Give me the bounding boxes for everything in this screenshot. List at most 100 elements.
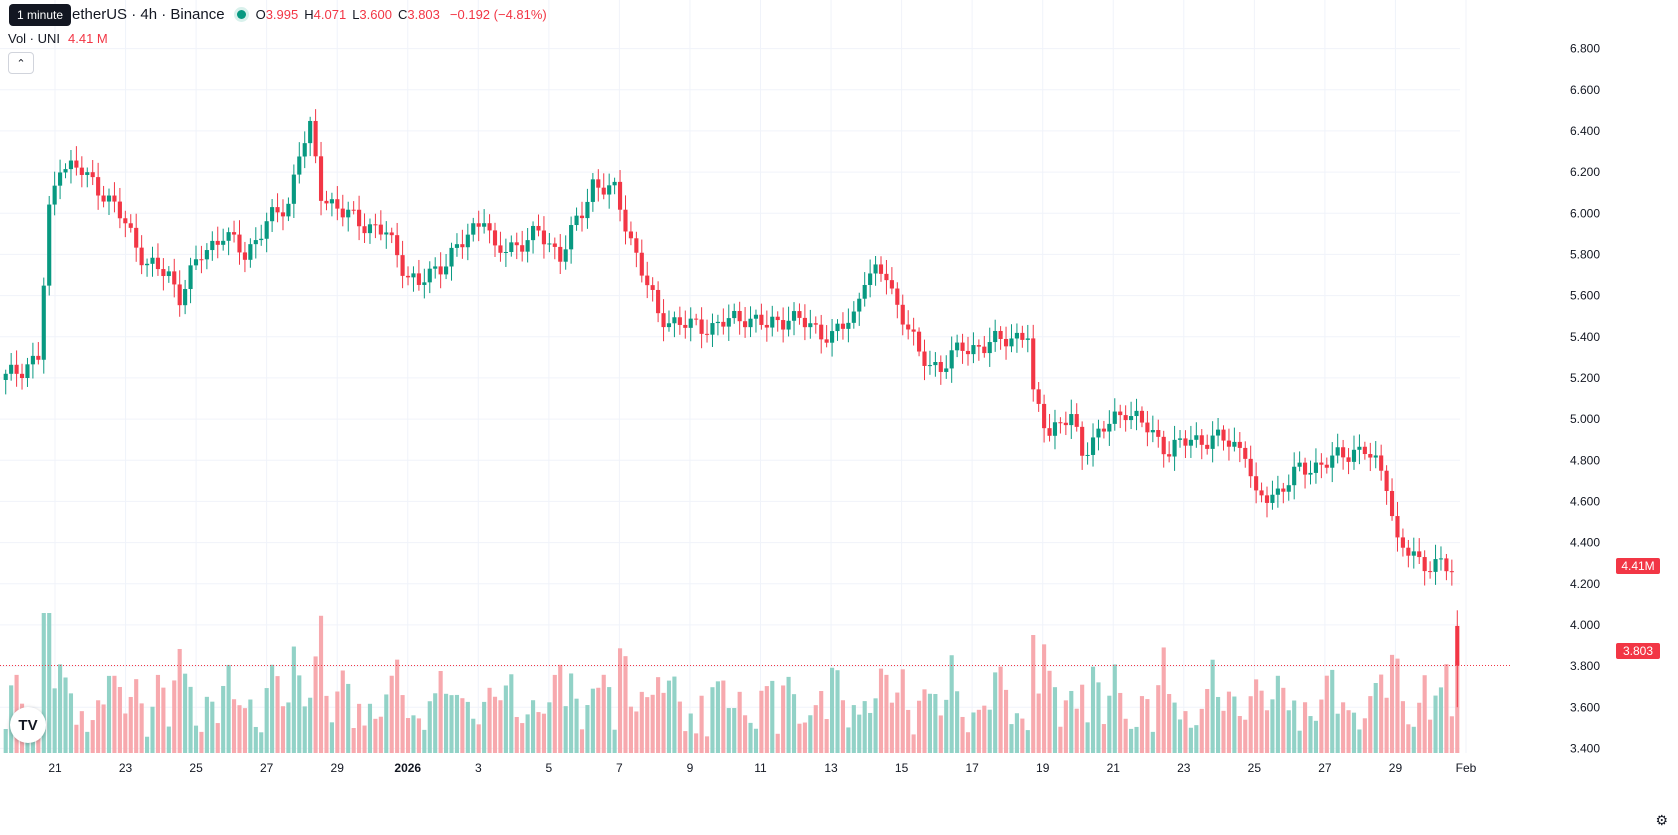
volume-bar bbox=[1232, 696, 1237, 753]
time-axis[interactable]: 21 23 25 27 29 2026 3 5 7 9 11 13 15 17 19 21 23 25 27 29 Fe… bbox=[48, 761, 1476, 775]
candle-body bbox=[14, 364, 19, 374]
candle-body bbox=[1292, 466, 1297, 486]
tradingview-logo-icon[interactable]: TV bbox=[10, 707, 46, 743]
candle-body bbox=[889, 280, 894, 289]
volume-bar bbox=[155, 674, 161, 753]
volume-label[interactable]: Vol · UNI bbox=[8, 31, 61, 46]
candle-body bbox=[411, 273, 416, 278]
candle-body bbox=[318, 156, 324, 201]
candle-body bbox=[601, 187, 606, 195]
volume-bar bbox=[639, 691, 644, 753]
candle-body bbox=[1112, 411, 1117, 424]
volume-bar bbox=[525, 714, 530, 753]
volume-bar bbox=[1161, 647, 1166, 753]
low-key: L bbox=[352, 7, 360, 22]
volume-bar bbox=[52, 688, 57, 753]
volume-bar bbox=[444, 693, 449, 753]
candle-body bbox=[1346, 457, 1351, 462]
candle-body bbox=[710, 323, 715, 335]
volume-bar bbox=[1221, 710, 1226, 753]
candle-body bbox=[378, 224, 383, 235]
volume-bar bbox=[378, 716, 383, 753]
volume-legend: Vol · UNI 4.41 M bbox=[8, 31, 108, 46]
candle-body bbox=[286, 203, 291, 217]
candle-body bbox=[759, 314, 764, 325]
open-value: 3.995 bbox=[265, 7, 299, 22]
candle-body bbox=[112, 195, 117, 202]
volume-bar bbox=[367, 703, 373, 753]
volume-bar bbox=[384, 694, 389, 753]
volume-bar bbox=[579, 729, 585, 753]
candle-body bbox=[492, 230, 498, 246]
candle-body bbox=[210, 240, 215, 251]
candle-body bbox=[1074, 414, 1079, 427]
candle-body bbox=[275, 207, 280, 213]
candle-body bbox=[1389, 490, 1395, 517]
candle-body bbox=[922, 351, 927, 366]
volume-bar bbox=[471, 718, 476, 753]
volume-bar bbox=[1411, 726, 1416, 753]
candle-body bbox=[846, 322, 851, 329]
volume-bar bbox=[596, 687, 601, 753]
volume-bar bbox=[661, 692, 666, 753]
candle-body bbox=[525, 240, 530, 252]
volume-bar bbox=[965, 732, 971, 753]
candle-body bbox=[1226, 440, 1232, 447]
volume-bar bbox=[1210, 659, 1215, 753]
volume-bar bbox=[329, 722, 334, 753]
price-tick-label: 5.800 bbox=[1570, 247, 1600, 261]
volume-bar bbox=[139, 703, 144, 753]
candle-body bbox=[1069, 414, 1074, 426]
candle-body bbox=[253, 240, 258, 245]
candle-body bbox=[259, 238, 264, 241]
symbol-title[interactable]: etherUS · 4h · Binance bbox=[72, 6, 225, 23]
candlesticks bbox=[3, 109, 1460, 708]
volume-bar bbox=[221, 685, 226, 753]
volume-bar bbox=[1281, 687, 1286, 753]
candle-body bbox=[938, 361, 943, 372]
candle-body bbox=[1150, 430, 1155, 433]
volume-bar bbox=[824, 719, 829, 753]
candle-body bbox=[993, 330, 998, 343]
candle-body bbox=[791, 311, 797, 321]
candle-body bbox=[552, 243, 557, 247]
candle-body bbox=[231, 232, 237, 235]
candle-body bbox=[487, 223, 492, 231]
time-tick-label: 25 bbox=[1248, 761, 1262, 775]
price-tick-label: 5.400 bbox=[1570, 330, 1600, 344]
candle-body bbox=[1281, 488, 1286, 492]
volume-bar bbox=[231, 699, 237, 753]
candle-body bbox=[36, 355, 41, 360]
volume-bar bbox=[721, 680, 726, 753]
volume-bar bbox=[1428, 719, 1433, 753]
volume-bar bbox=[590, 688, 595, 753]
candle-body bbox=[1031, 338, 1036, 390]
volume-bar bbox=[1384, 697, 1389, 753]
candle-body bbox=[1254, 476, 1259, 491]
volume-bar bbox=[851, 705, 856, 753]
volume-bar bbox=[574, 698, 579, 753]
candle-body bbox=[661, 313, 666, 328]
candle-body bbox=[851, 311, 856, 323]
candle-body bbox=[3, 373, 8, 380]
candle-body bbox=[873, 264, 878, 274]
candle-body bbox=[623, 209, 628, 232]
candle-body bbox=[802, 317, 807, 328]
volume-bar bbox=[1226, 691, 1232, 753]
volume-bar bbox=[1014, 713, 1019, 753]
candle-body bbox=[770, 316, 775, 328]
volume-bar bbox=[1346, 710, 1351, 753]
volume-bar bbox=[585, 705, 590, 753]
candle-body bbox=[1118, 411, 1123, 416]
price-tick-label: 5.000 bbox=[1570, 412, 1600, 426]
candle-body bbox=[699, 319, 704, 334]
gear-icon[interactable]: ⚙ bbox=[1655, 812, 1668, 828]
collapse-legend-button[interactable]: ⌃ bbox=[8, 52, 34, 74]
candle-body bbox=[857, 298, 862, 312]
candle-body bbox=[308, 120, 313, 144]
price-axis[interactable]: 6.800 6.600 6.400 6.200 6.000 5.800 5.600 5.400… bbox=[1570, 42, 1600, 756]
candle-body bbox=[1052, 422, 1058, 436]
volume-bar bbox=[601, 674, 606, 753]
volume-bar bbox=[830, 667, 835, 753]
